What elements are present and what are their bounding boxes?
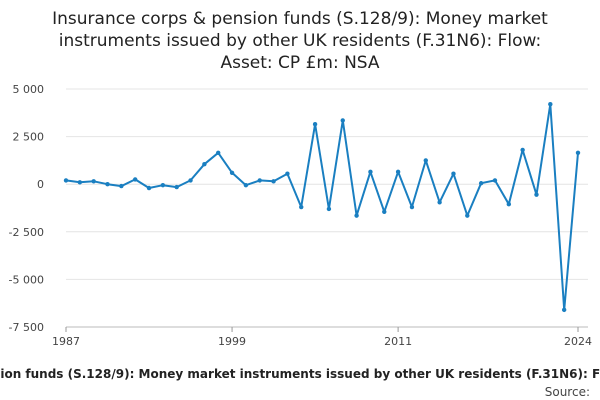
data-point (492, 178, 498, 183)
data-point (548, 102, 553, 107)
data-point (368, 169, 373, 175)
x-tick-label: 1999 (218, 335, 246, 348)
data-point (534, 192, 539, 197)
data-point (174, 184, 179, 190)
x-tick-label: 2024 (564, 335, 592, 348)
data-point (160, 182, 166, 188)
data-point (478, 181, 484, 186)
y-tick-label: 0 (37, 178, 44, 191)
data-point (146, 185, 152, 191)
data-point (216, 150, 221, 155)
data-point (202, 162, 207, 167)
y-tick-label: 2 500 (13, 131, 45, 144)
series (63, 102, 581, 313)
data-point (312, 122, 318, 127)
y-tick-label: -7 500 (9, 321, 44, 334)
data-point (465, 213, 470, 218)
data-point (437, 200, 442, 205)
y-tick-label: -5 000 (9, 273, 44, 286)
series-line (65, 103, 579, 311)
y-tick-label: -2 500 (9, 226, 44, 239)
data-point (119, 183, 124, 189)
data-point (132, 177, 138, 182)
x-axis: 1987 1999 2011 2024 (52, 326, 592, 348)
data-point (299, 204, 304, 210)
data-point (409, 204, 415, 210)
data-point (243, 182, 249, 188)
legend-label: Insurance corps & pension funds (S.128/9… (0, 367, 600, 381)
data-point (520, 147, 525, 153)
x-tick-label: 1987 (52, 335, 80, 348)
data-point (423, 158, 428, 163)
data-point (257, 178, 262, 183)
data-point (229, 170, 235, 175)
data-point (395, 169, 401, 175)
y-tick-label: 5 000 (13, 83, 45, 96)
data-point (77, 180, 83, 185)
chart-title-line: Insurance corps & pension funds (S.128/9… (52, 9, 548, 29)
data-point (188, 178, 193, 183)
y-axis: 5 000 2 500 0 -2 500 -5 000 -7 500 (9, 83, 44, 334)
data-point (506, 201, 512, 207)
data-point (382, 209, 387, 215)
data-point (285, 171, 290, 176)
data-point (91, 179, 96, 184)
chart-title: Insurance corps & pension funds (S.128/9… (52, 9, 548, 73)
data-point (354, 213, 359, 218)
data-point (63, 178, 69, 183)
data-point (451, 171, 456, 176)
data-point (575, 150, 581, 155)
data-point (105, 182, 110, 187)
data-point (561, 307, 567, 313)
data-point (271, 179, 276, 184)
data-point (326, 206, 332, 212)
source-label: Source: (545, 385, 590, 399)
data-point (340, 118, 345, 123)
x-tick-label: 2011 (384, 335, 412, 348)
chart-title-line: Asset: CP £m: NSA (220, 53, 379, 73)
chart-title-line: instruments issued by other UK residents… (59, 31, 542, 51)
